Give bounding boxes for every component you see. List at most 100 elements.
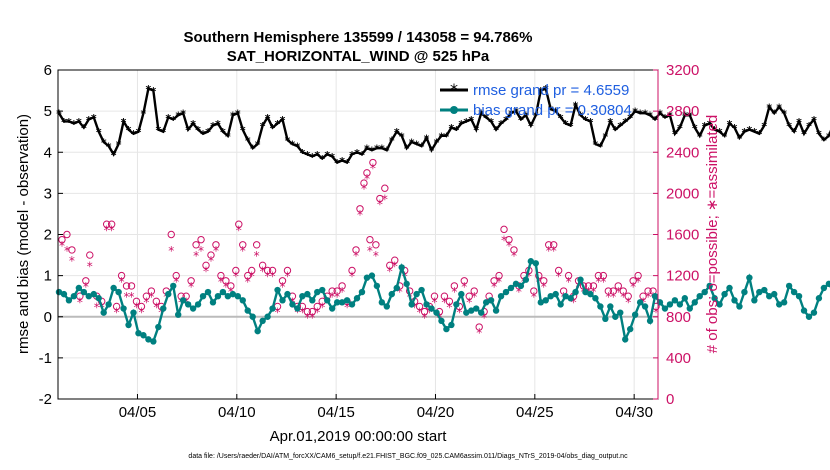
bias-point <box>810 309 818 316</box>
bias-point <box>775 301 783 308</box>
rmse-point: * <box>131 128 137 141</box>
bias-point <box>557 301 564 308</box>
legend-rmse-marker: * <box>450 80 458 99</box>
rmse-point: * <box>791 126 797 139</box>
bias-point <box>55 288 63 296</box>
obs-assimilated-point: * <box>245 275 251 289</box>
bias-point <box>214 292 222 300</box>
rmse-line <box>57 86 830 165</box>
rmse-point: * <box>225 130 231 143</box>
obs-assimilated-point: * <box>119 275 125 289</box>
bias-point <box>631 311 639 318</box>
bias-point <box>592 295 599 302</box>
obs-possible-point <box>445 297 454 306</box>
rmse-point: * <box>384 145 390 158</box>
rmse-point: * <box>737 132 743 145</box>
rmse-point: * <box>220 126 226 139</box>
obs-assimilated-point: * <box>516 285 522 299</box>
bias-point <box>825 280 830 288</box>
y-tick-label-right: 0 <box>666 391 674 408</box>
obs-possible-point <box>58 235 66 244</box>
obs-possible-point <box>303 307 312 316</box>
obs-assimilated-point: * <box>69 254 75 268</box>
rmse-point: * <box>339 155 345 168</box>
obs-possible-point <box>450 282 459 290</box>
bias-point <box>552 290 559 298</box>
rmse-point: * <box>672 128 678 141</box>
bias-point <box>145 336 152 343</box>
rmse-point: * <box>697 130 703 143</box>
rmse-point: * <box>667 110 673 123</box>
rmse-point: * <box>195 124 201 137</box>
bias-point <box>70 292 78 300</box>
obs-possible-point <box>363 169 371 177</box>
rmse-point: * <box>498 118 504 131</box>
rmse-point: * <box>826 130 830 143</box>
bias-point <box>125 321 132 329</box>
bias-point <box>328 305 336 312</box>
obs-assimilated-point: * <box>203 264 209 278</box>
bias-point <box>542 297 549 304</box>
bias-point <box>686 305 693 312</box>
obs-possible-point <box>207 251 215 259</box>
obs-assimilated-point: * <box>339 285 345 299</box>
obs-assimilated-point: * <box>260 264 266 278</box>
bias-point <box>319 286 326 294</box>
rmse-point: * <box>707 118 713 131</box>
bias-point <box>299 292 306 300</box>
obs-assimilated-point: * <box>314 306 320 320</box>
bias-point <box>75 284 83 292</box>
rmse-point: * <box>761 120 767 133</box>
rmse-point: * <box>255 139 261 152</box>
bias-point <box>646 317 654 325</box>
bias-point <box>363 274 371 281</box>
bias-point <box>527 258 535 265</box>
obs-assimilated-point: * <box>645 290 651 304</box>
obs-possible-point <box>540 277 548 285</box>
bias-point <box>562 292 569 300</box>
obs-possible-point <box>172 271 180 280</box>
bias-point <box>780 299 788 306</box>
bias-point <box>239 297 246 304</box>
bias-point <box>368 272 376 279</box>
obs-possible-point <box>500 225 508 234</box>
bias-point <box>398 264 405 271</box>
rmse-point: * <box>662 112 668 125</box>
rmse-point: * <box>165 112 171 125</box>
y-tick-label-right: 2000 <box>666 185 699 202</box>
rmse-point: * <box>190 118 196 131</box>
bias-point <box>622 336 629 343</box>
rmse-point: * <box>593 139 599 152</box>
rmse-point: * <box>588 116 594 129</box>
rmse-point: * <box>424 132 430 145</box>
obs-possible-point <box>554 266 563 275</box>
obs-assimilated-point: * <box>236 223 242 237</box>
rmse-point: * <box>56 108 62 121</box>
rmse-point: * <box>622 116 628 129</box>
obs-possible-point <box>86 251 94 259</box>
obs-assimilated-point: * <box>595 275 601 289</box>
rmse-point: * <box>245 134 251 147</box>
obs-possible-point <box>232 266 240 275</box>
rmse-point: * <box>146 83 152 96</box>
obs-possible-point <box>564 271 573 280</box>
bias-point <box>229 290 237 298</box>
obs-assimilated-point: * <box>501 234 507 248</box>
bias-point <box>492 307 500 314</box>
bias-point <box>582 288 589 296</box>
bias-point <box>602 315 609 323</box>
bias-point <box>691 299 698 306</box>
bias-point <box>279 297 286 304</box>
bias-point <box>676 301 684 308</box>
obs-assimilated-point: * <box>233 270 239 284</box>
bias-point <box>463 309 470 316</box>
obs-assimilated-point: * <box>213 244 219 258</box>
bias-point <box>746 274 753 281</box>
rmse-point: * <box>200 128 206 141</box>
obs-assimilated-point: * <box>461 280 467 294</box>
obs-assimilated-point: * <box>109 223 115 237</box>
obs-possible-point <box>545 241 553 249</box>
obs-possible-point <box>369 158 377 167</box>
rmse-point: * <box>687 110 693 123</box>
chart-title: Southern Hemisphere 135599 / 143058 = 94… <box>184 29 533 46</box>
